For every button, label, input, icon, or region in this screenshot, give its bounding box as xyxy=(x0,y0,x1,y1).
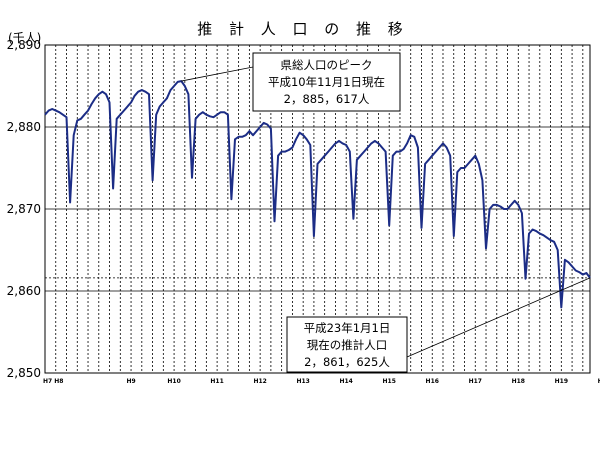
x-tick-label: H20 xyxy=(598,378,600,385)
peak-annotation-line: 県総人口のピーク xyxy=(281,58,373,72)
latest-annotation-box xyxy=(286,316,408,373)
y-axis-ticks: 2,850 2,860 2,870 2,880 2,890 xyxy=(7,38,41,380)
chart-title: 推 計 人 口 の 推 移 xyxy=(197,20,409,38)
x-tick-label: H11 xyxy=(210,378,223,385)
x-tick-label: H17 xyxy=(469,378,482,385)
x-tick-label: H19 xyxy=(555,378,568,385)
peak-annotation-line: 2，885，617人 xyxy=(284,92,370,106)
population-series-line xyxy=(44,80,591,309)
peak-annotation-box xyxy=(252,52,401,112)
plot-frame xyxy=(44,44,591,374)
x-tick-label: H18 xyxy=(512,378,525,385)
y-tick-label: 2,890 xyxy=(7,38,41,52)
peak-annotation-line: 平成10年11月1日現在 xyxy=(268,75,385,89)
latest-leader-line xyxy=(406,277,591,358)
series-line xyxy=(44,80,591,309)
x-tick-label: H10 xyxy=(167,378,180,385)
x-axis-ticks: H7 H8 H9 H10 H11 H12 H13 H14 H15 H16 H17 H18 H19 H20… xyxy=(43,378,600,385)
x-tick-label: H7 H8 xyxy=(43,378,63,385)
latest-annotation-line: 現在の推計人口 xyxy=(307,338,388,352)
latest-annotation-line: 平成23年1月1日 xyxy=(304,321,391,335)
x-tick-label: H9 xyxy=(126,378,135,385)
y-tick-label: 2,860 xyxy=(7,284,41,298)
x-tick-label: H14 xyxy=(339,378,352,385)
peak-leader-line xyxy=(181,66,254,82)
x-tick-label: H13 xyxy=(296,378,309,385)
x-tick-label: H15 xyxy=(383,378,396,385)
y-tick-label: 2,850 xyxy=(7,366,41,380)
x-tick-label: H16 xyxy=(426,378,439,385)
unit-label: (千人) xyxy=(8,31,41,45)
latest-annotation-line: 2，861，625人 xyxy=(304,355,390,369)
y-tick-label: 2,870 xyxy=(7,202,41,216)
y-tick-label: 2,880 xyxy=(7,120,41,134)
x-tick-label: H12 xyxy=(253,378,266,385)
